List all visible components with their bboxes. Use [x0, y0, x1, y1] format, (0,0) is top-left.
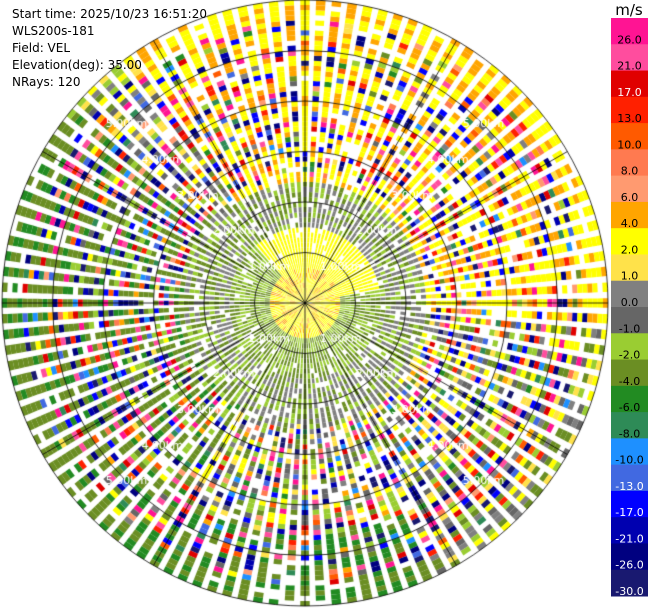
colorbar-tick-label: -4.0 — [619, 375, 640, 388]
colorbar-bin — [611, 149, 648, 177]
plot-metadata: Start time: 2025/10/23 16:51:20 WLS200s-… — [12, 6, 207, 91]
colorbar-bin — [611, 464, 648, 492]
colorbar-tick-label: 17.0 — [617, 86, 642, 99]
nrays-label: NRays: 120 — [12, 75, 81, 89]
colorbar-tick-label: 8.0 — [621, 165, 639, 178]
colorbar-tick-label: 0.0 — [621, 296, 639, 309]
colorbar-bin — [611, 569, 648, 597]
colorbar-bin — [611, 333, 648, 361]
colorbar-bin — [611, 517, 648, 544]
colorbar-ticks: 26.0 21.0 17.0 13.0 10.0 8.0 6.0 4.0 2.0 1.0 0.0 -1… — [615, 33, 643, 598]
colorbar-bin — [611, 280, 648, 308]
colorbar-bin — [611, 359, 648, 387]
colorbar-tick-label: 6.0 — [621, 191, 639, 204]
colorbar-tick-label: 10.0 — [617, 138, 642, 151]
elevation-label: Elevation(deg): 35.00 — [12, 58, 142, 72]
colorbar-tick-label: -10.0 — [615, 454, 643, 467]
colorbar-tick-label: -21.0 — [615, 532, 643, 545]
colorbar-tick-label: 4.0 — [621, 217, 639, 230]
colorbar-tick-label: -1.0 — [619, 322, 640, 335]
colorbar-tick-label: 21.0 — [617, 60, 642, 73]
colorbar-bin — [611, 254, 648, 282]
colorbar-tick-label: -6.0 — [619, 401, 640, 414]
colorbar-bin — [611, 307, 648, 334]
colorbar-bin — [611, 18, 648, 45]
colorbar-bin — [611, 385, 648, 413]
colorbar-bin — [611, 44, 648, 72]
field-label: Field: VEL — [12, 41, 71, 55]
colorbar-bin — [611, 412, 648, 439]
colorbar-bin — [611, 96, 648, 124]
colorbar-title: m/s — [615, 1, 643, 19]
site-label: WLS200s-181 — [12, 24, 95, 38]
colorbar-tick-label: -17.0 — [615, 506, 643, 519]
colorbar-tick-label: -2.0 — [619, 349, 640, 362]
colorbar-bin — [611, 490, 648, 518]
colorbar-bin — [611, 438, 648, 466]
colorbar-bin — [611, 201, 648, 229]
colorbar-bins — [611, 18, 648, 597]
colorbar-tick-label: -8.0 — [619, 427, 640, 440]
colorbar-bin — [611, 228, 648, 255]
colorbar-bin — [611, 175, 648, 203]
colorbar-bin — [611, 123, 648, 150]
colorbar-tick-label: -26.0 — [615, 559, 643, 572]
colorbar-tick-label: 13.0 — [617, 112, 642, 125]
colorbar-bin — [611, 543, 648, 571]
start-time-label: Start time: 2025/10/23 16:51:20 — [12, 7, 207, 21]
colorbar-tick-label: 1.0 — [621, 270, 639, 283]
colorbar-tick-label: 2.0 — [621, 243, 639, 256]
colorbar-tick-label: -13.0 — [615, 480, 643, 493]
colorbar-tick-label: 26.0 — [617, 33, 642, 46]
colorbar-tick-label: -30.0 — [615, 585, 643, 598]
colorbar-bin — [611, 70, 648, 98]
